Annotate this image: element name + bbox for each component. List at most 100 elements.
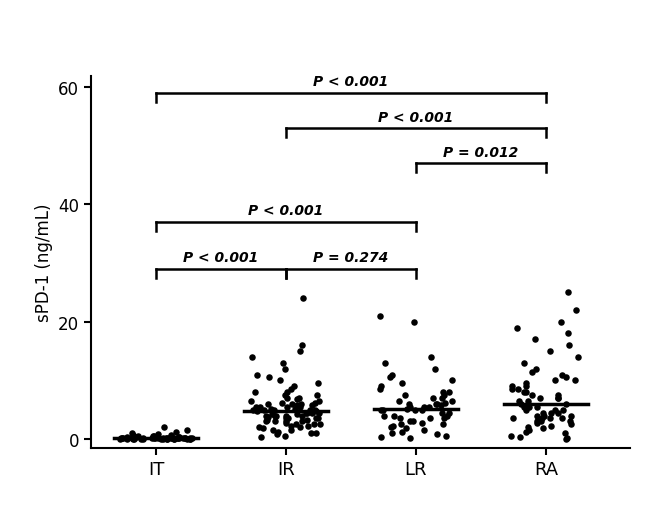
Point (409, 318, 419, 326)
Text: P < 0.001: P < 0.001 (313, 75, 389, 89)
Point (315, 420, 326, 429)
Point (250, 388, 260, 397)
Point (271, 412, 281, 420)
Point (267, 427, 278, 435)
Point (275, 377, 285, 385)
Point (521, 406, 531, 414)
Point (565, 417, 575, 426)
Point (246, 353, 257, 361)
Point (521, 380, 532, 388)
Point (172, 434, 183, 442)
Point (248, 406, 258, 414)
Point (258, 425, 268, 433)
Point (439, 391, 449, 400)
Point (566, 420, 577, 429)
Point (432, 400, 443, 408)
Point (439, 399, 450, 407)
Point (397, 428, 408, 436)
Point (282, 403, 293, 411)
Point (314, 397, 324, 405)
Point (166, 432, 176, 440)
Point (252, 371, 262, 379)
Point (553, 394, 564, 402)
Point (289, 382, 300, 390)
Point (444, 388, 454, 397)
Point (527, 368, 538, 376)
Point (282, 388, 293, 397)
Point (294, 394, 304, 402)
Point (115, 435, 125, 443)
Point (146, 434, 157, 442)
Point (507, 382, 517, 390)
Point (508, 415, 518, 423)
Point (506, 432, 517, 440)
Point (286, 427, 296, 435)
Point (252, 407, 263, 415)
Text: P < 0.001: P < 0.001 (183, 251, 259, 265)
Point (431, 400, 441, 408)
Point (514, 397, 524, 405)
Point (311, 415, 321, 423)
Point (430, 365, 440, 373)
Point (295, 347, 306, 355)
Point (389, 412, 399, 420)
Point (545, 415, 555, 423)
Point (550, 377, 560, 385)
Point (507, 385, 517, 393)
Point (182, 427, 192, 435)
Point (280, 365, 290, 373)
Point (569, 377, 580, 385)
Point (393, 397, 404, 405)
Point (174, 435, 184, 443)
Point (563, 289, 573, 297)
Point (173, 434, 183, 442)
Point (150, 434, 161, 442)
Point (128, 435, 138, 443)
Point (280, 415, 291, 423)
Point (564, 342, 575, 350)
Point (294, 423, 305, 432)
Point (523, 427, 534, 435)
Point (280, 432, 291, 440)
Point (402, 405, 412, 413)
Point (174, 433, 185, 441)
Point (251, 403, 261, 411)
Point (263, 413, 273, 421)
Point (531, 365, 541, 373)
Point (292, 395, 302, 404)
Point (136, 435, 146, 443)
Point (534, 394, 545, 402)
Point (294, 403, 305, 411)
Point (519, 388, 530, 397)
Point (133, 433, 144, 441)
Point (158, 434, 168, 442)
Point (270, 417, 280, 426)
Point (118, 434, 129, 442)
Point (129, 435, 140, 443)
Point (269, 406, 280, 414)
Point (179, 434, 190, 442)
Point (437, 409, 447, 417)
Point (566, 412, 576, 420)
Point (280, 391, 291, 400)
Point (312, 391, 322, 400)
Point (385, 374, 396, 382)
Point (523, 397, 534, 405)
Point (387, 422, 398, 430)
Point (182, 435, 192, 443)
Point (306, 429, 317, 437)
Point (400, 391, 411, 400)
Point (127, 429, 137, 437)
Point (148, 432, 159, 440)
Point (404, 417, 415, 426)
Point (521, 388, 531, 397)
Point (374, 385, 385, 393)
Point (556, 318, 567, 326)
Point (441, 432, 451, 440)
Text: P = 0.274: P = 0.274 (313, 251, 389, 265)
Point (437, 388, 448, 397)
Point (148, 434, 159, 442)
Text: P = 0.012: P = 0.012 (443, 146, 519, 159)
Text: P < 0.001: P < 0.001 (248, 204, 324, 218)
Point (306, 409, 317, 417)
